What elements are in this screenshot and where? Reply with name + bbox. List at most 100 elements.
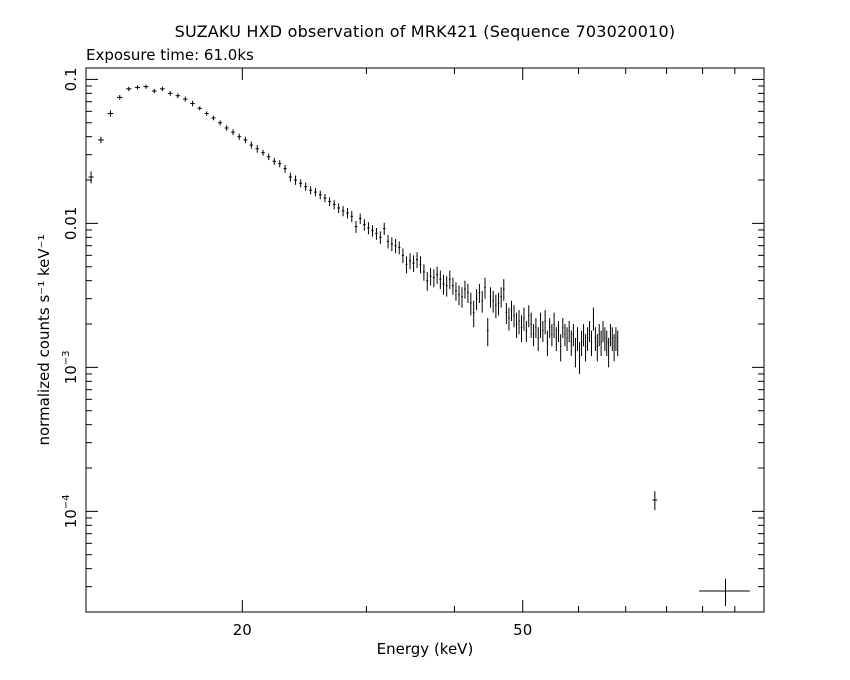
- data-point: [267, 153, 271, 161]
- data-point: [288, 172, 292, 182]
- data-point: [602, 320, 604, 343]
- data-point: [469, 292, 472, 316]
- data-point: [107, 110, 114, 117]
- data-point: [211, 115, 216, 121]
- data-point: [332, 200, 336, 210]
- data-point: [586, 327, 589, 351]
- data-point: [592, 307, 595, 331]
- data-point: [461, 287, 463, 308]
- data-point: [261, 149, 265, 156]
- data-point: [419, 256, 422, 274]
- data-point: [608, 337, 610, 368]
- data-point: [574, 337, 577, 368]
- data-point: [557, 320, 560, 343]
- data-point: [613, 334, 615, 362]
- data-point: [523, 307, 525, 331]
- data-point: [568, 320, 570, 343]
- data-point: [576, 327, 579, 351]
- data-point: [401, 248, 404, 264]
- data-point: [539, 312, 542, 338]
- data-point: [699, 578, 750, 607]
- data-point: [555, 327, 557, 351]
- y-tick-label: 0.01: [62, 207, 80, 240]
- data-point: [151, 88, 157, 94]
- data-point: [458, 285, 460, 306]
- data-point: [442, 274, 445, 295]
- data-point: [337, 203, 340, 214]
- data-point: [562, 318, 564, 338]
- data-point: [481, 290, 484, 313]
- data-point: [436, 266, 439, 284]
- data-point: [553, 312, 555, 338]
- x-tick-label: 50: [513, 621, 532, 639]
- data-point: [611, 327, 613, 351]
- data-point: [283, 164, 287, 173]
- data-point: [318, 190, 322, 200]
- data-point: [398, 241, 401, 255]
- data-point: [167, 91, 173, 96]
- data-point: [455, 282, 457, 301]
- data-point: [405, 256, 408, 274]
- data-point: [350, 210, 354, 223]
- data-point: [363, 219, 366, 231]
- data-point: [472, 300, 475, 328]
- data-point: [88, 171, 94, 184]
- data-point: [542, 320, 544, 343]
- data-point: [520, 315, 523, 343]
- data-point: [439, 270, 442, 290]
- y-axis-label: normalized counts s⁻¹ keV⁻¹: [35, 234, 53, 446]
- data-point: [489, 287, 492, 308]
- data-point: [204, 111, 209, 116]
- data-point: [278, 160, 282, 168]
- data-point: [386, 235, 390, 249]
- data-point: [535, 318, 537, 338]
- data-point: [416, 252, 419, 268]
- data-point: [143, 84, 149, 89]
- data-point: [604, 327, 606, 351]
- data-point: [237, 133, 242, 140]
- data-point: [525, 320, 528, 343]
- data-point: [218, 120, 223, 126]
- data-point: [510, 300, 513, 321]
- data-point: [429, 267, 432, 286]
- data-point: [594, 327, 596, 351]
- data-point: [495, 294, 497, 319]
- data-point: [596, 334, 598, 362]
- data-point: [379, 231, 382, 244]
- data-point: [515, 312, 518, 338]
- data-point: [572, 324, 574, 347]
- data-point: [609, 324, 611, 347]
- chart-subtitle: Exposure time: 61.0ks: [86, 46, 254, 64]
- data-point: [551, 324, 553, 347]
- data-point: [486, 318, 489, 347]
- data-point: [600, 330, 602, 356]
- data-point: [566, 327, 568, 351]
- data-point: [570, 330, 572, 356]
- data-point: [98, 136, 104, 144]
- data-point: [183, 96, 188, 102]
- data-point: [383, 222, 386, 236]
- data-point: [422, 264, 425, 281]
- data-point: [346, 207, 349, 219]
- data-point: [175, 93, 181, 99]
- data-point: [314, 188, 317, 197]
- data-point: [478, 283, 481, 303]
- data-point: [652, 491, 658, 511]
- data-point: [432, 269, 435, 288]
- data-point: [505, 302, 508, 325]
- chart-title: SUZAKU HXD observation of MRK421 (Sequen…: [174, 22, 676, 41]
- y-tick-label: 10−4: [61, 494, 80, 528]
- data-point: [582, 324, 585, 347]
- data-point: [117, 94, 123, 100]
- plot-frame: [85, 67, 765, 613]
- data-point: [464, 280, 466, 299]
- data-point: [560, 334, 562, 362]
- data-point: [426, 271, 429, 291]
- data-point: [548, 318, 551, 338]
- data-point: [375, 227, 378, 240]
- data-point: [408, 253, 412, 270]
- data-point: [231, 129, 235, 136]
- data-point: [564, 324, 566, 347]
- data-point: [537, 327, 539, 351]
